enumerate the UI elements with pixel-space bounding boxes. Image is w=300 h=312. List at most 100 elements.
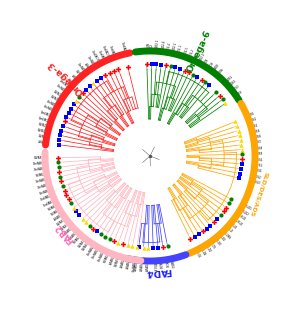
Text: CimFAD3.2: CimFAD3.2: [40, 110, 55, 119]
Text: OsFAB2.5: OsFAB2.5: [56, 216, 69, 227]
Text: OsFAD4: OsFAD4: [157, 258, 162, 269]
Text: OsFAD3.5: OsFAD3.5: [37, 128, 50, 135]
Text: AtFAB2.5: AtFAB2.5: [109, 252, 117, 265]
Text: GmFAD3.5: GmFAD3.5: [55, 84, 69, 96]
Text: FAD4: FAD4: [145, 266, 171, 276]
Text: GmFAB2.9: GmFAB2.9: [33, 161, 47, 166]
Text: OsFAD3.4: OsFAD3.4: [53, 90, 66, 100]
Text: OsFAD8: OsFAD8: [201, 58, 210, 69]
Text: GmFAD2.2: GmFAD2.2: [196, 51, 207, 66]
Text: OsSLD: OsSLD: [224, 225, 233, 234]
Text: OsSLD2: OsSLD2: [203, 242, 212, 253]
Text: AtFAB2.3: AtFAB2.3: [68, 229, 80, 240]
Text: RcFAB2.1: RcFAB2.1: [50, 207, 63, 217]
Text: AtFAD4.1: AtFAD4.1: [134, 258, 140, 271]
Text: OsFAD3: OsFAD3: [38, 134, 49, 140]
Text: GmFAB2.2: GmFAB2.2: [37, 183, 52, 190]
Text: CimFAD3.3: CimFAD3.3: [58, 79, 72, 91]
Text: OsFAD2.5: OsFAD2.5: [182, 46, 190, 59]
Text: RcSLD2: RcSLD2: [193, 248, 202, 259]
Text: OsFAB2.1: OsFAB2.1: [114, 254, 122, 267]
Text: RcFAB2.2: RcFAB2.2: [47, 202, 60, 212]
Text: AtADS1: AtADS1: [247, 117, 258, 124]
Text: OsDES3: OsDES3: [249, 179, 261, 185]
Text: AtFAD4.4: AtFAD4.4: [152, 259, 156, 271]
Text: GnsFAB2.1: GnsFAB2.1: [40, 193, 55, 202]
Text: GmSLD2: GmSLD2: [237, 207, 250, 217]
Text: OsFAB2.6: OsFAB2.6: [34, 156, 47, 160]
Text: AtFAD3: AtFAD3: [38, 140, 48, 145]
Text: GmFAB2.1: GmFAB2.1: [38, 188, 53, 196]
Text: GnsFAB2.2: GnsFAB2.2: [43, 198, 58, 207]
Text: GmFAD3.3: GmFAD3.3: [86, 56, 97, 70]
Text: GmFAD2.4: GmFAD2.4: [160, 39, 166, 54]
Text: OsFAD3.2: OsFAD3.2: [50, 95, 63, 105]
Text: AtFAB2.7: AtFAB2.7: [120, 256, 127, 268]
Text: CimFAD3.1: CimFAD3.1: [38, 116, 53, 124]
Text: SLD/DES/ADS: SLD/DES/ADS: [249, 170, 269, 217]
Text: GnsFAD7.2.1: GnsFAD7.2.1: [101, 44, 112, 62]
Text: AtDES1: AtDES1: [252, 163, 263, 168]
Text: RcFAD7: RcFAD7: [66, 77, 76, 87]
Text: GmFAB2.5: GmFAB2.5: [92, 245, 102, 259]
Text: Omega-6: Omega-6: [185, 29, 212, 74]
Text: RcFAD2.4: RcFAD2.4: [166, 41, 172, 55]
Text: RcDES1: RcDES1: [253, 158, 264, 162]
Text: LCT2SLD: LCT2SLD: [231, 216, 243, 227]
Text: GmADS2: GmADS2: [226, 79, 238, 90]
Text: AtFAB2.2: AtFAB2.2: [53, 212, 66, 222]
Text: GmFAB2.7: GmFAB2.7: [132, 258, 138, 272]
Text: OsFAB2.3: OsFAB2.3: [77, 236, 88, 249]
Text: OsSLD3: OsSLD3: [212, 236, 221, 247]
Text: OsSLD4: OsSLD4: [198, 245, 207, 256]
Text: AtFAD8b: AtFAD8b: [215, 67, 225, 78]
Text: GmFAB2.8: GmFAB2.8: [33, 167, 48, 172]
Text: AtFAB2.8: AtFAB2.8: [126, 257, 132, 270]
Text: RcFAD8: RcFAD8: [206, 61, 215, 72]
Text: RcFAB2.5: RcFAB2.5: [103, 250, 112, 263]
Text: OsFAD3.3: OsFAD3.3: [38, 122, 52, 129]
Text: AtFAB2.4: AtFAB2.4: [64, 225, 76, 236]
Text: AtFAD2: AtFAD2: [150, 43, 154, 53]
Text: AtADS2: AtADS2: [248, 123, 260, 129]
Text: GnsFAO7.2.2: GnsFAO7.2.2: [90, 50, 102, 67]
Text: AtFAD7: AtFAD7: [70, 73, 80, 83]
Text: RcFAD2.2: RcFAD2.2: [187, 48, 195, 61]
Text: GnsFAD2.2: GnsFAD2.2: [192, 48, 202, 64]
Text: RcFAB2.3: RcFAB2.3: [73, 232, 84, 245]
Text: RcFAB2.4: RcFAB2.4: [36, 172, 49, 178]
Text: GmADS1: GmADS1: [223, 75, 234, 86]
Text: OsFAB2.2: OsFAB2.2: [60, 221, 72, 232]
Text: GmFAD3.1: GmFAD3.1: [43, 105, 58, 114]
Text: OsDES1: OsDES1: [252, 168, 263, 174]
Text: GmFAD2.1: GmFAD2.1: [171, 41, 178, 56]
Text: AtADS7: AtADS7: [252, 140, 263, 145]
Text: RcSLD88: RcSLD88: [220, 229, 231, 240]
Text: GnsFAD7.1: GnsFAD7.1: [120, 41, 127, 56]
Text: RcFAD2: RcFAD2: [144, 43, 148, 53]
Text: GmSLD1: GmSLD1: [240, 202, 252, 212]
Text: GmFAO2.1: GmFAO2.1: [155, 39, 160, 53]
Text: AtADS5: AtADS5: [245, 112, 256, 119]
Text: GmFAB2.4: GmFAB2.4: [86, 242, 97, 256]
Text: GnsFAD7.2: GnsFAD7.2: [108, 45, 117, 60]
Text: OsFAB2.4: OsFAB2.4: [82, 239, 93, 252]
Text: GmFAD3.2: GmFAD3.2: [46, 99, 60, 110]
Text: GnsFAO7.1: GnsFAO7.1: [97, 49, 107, 64]
Text: FAB2: FAB2: [53, 222, 76, 245]
Text: GmFAD4: GmFAD4: [168, 257, 174, 269]
Text: AtADS4: AtADS4: [250, 129, 261, 135]
Text: AtADS8: AtADS8: [253, 146, 263, 151]
Text: OsFAD7: OsFAD7: [74, 69, 84, 80]
Text: GmFAD3.4: GmFAD3.4: [76, 62, 88, 76]
Text: AtADS3: AtADS3: [233, 89, 244, 99]
Text: LCT1SLD: LCT1SLD: [234, 212, 247, 222]
Text: AtFAD8: AtFAD8: [84, 62, 93, 73]
Text: AtFAD4.3: AtFAD4.3: [146, 259, 150, 271]
Text: RcSLD1: RcSLD1: [207, 239, 217, 250]
Text: Omega-3: Omega-3: [46, 58, 86, 96]
Text: GmFAB2.3: GmFAB2.3: [35, 177, 50, 184]
Text: AtFAD4.2: AtFAD4.2: [140, 259, 145, 271]
Text: OsDES2: OsDES2: [251, 174, 262, 180]
Text: RcFAD4: RcFAD4: [162, 258, 168, 268]
